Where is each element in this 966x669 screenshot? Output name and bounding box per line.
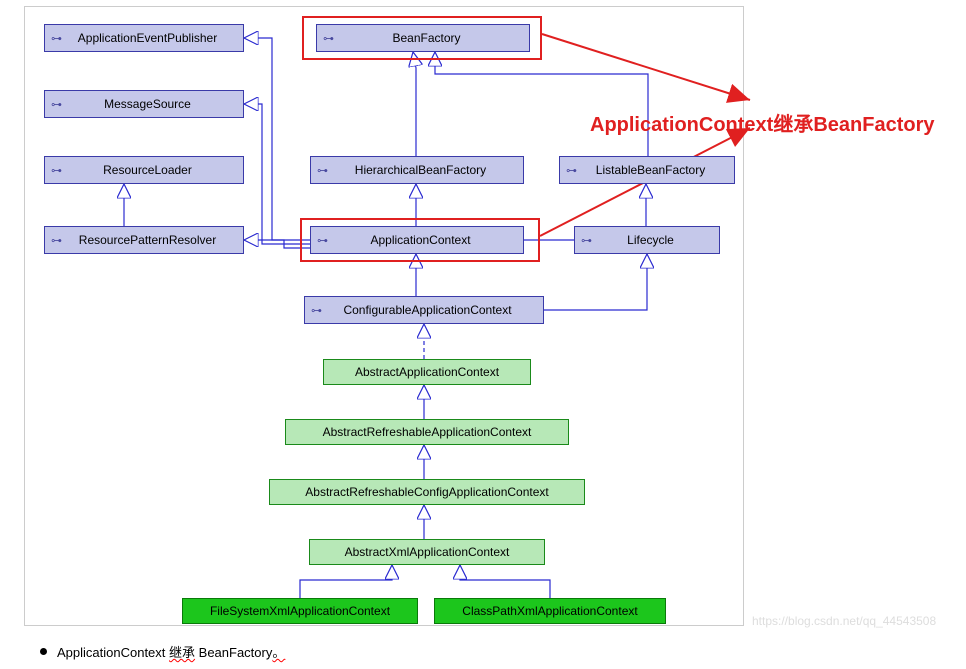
interface-key-icon: ⊶ (51, 98, 62, 111)
annotation-text: ApplicationContext继承BeanFactory (590, 108, 934, 137)
node-hierBF: ⊶ HierarchicalBeanFactory (310, 156, 524, 184)
node-label: ApplicationEventPublisher (70, 31, 243, 45)
node-absRefAppCtx: AbstractRefreshableApplicationContext (285, 419, 569, 445)
node-confAppCtx: ⊶ ConfigurableApplicationContext (304, 296, 544, 324)
node-label: ApplicationContext (336, 233, 523, 247)
node-lifecycle: ⊶ Lifecycle (574, 226, 720, 254)
interface-key-icon: ⊶ (311, 304, 322, 317)
node-label: BeanFactory (342, 31, 529, 45)
bullet-icon (40, 648, 47, 655)
interface-key-icon: ⊶ (323, 32, 334, 45)
node-label: MessageSource (70, 97, 243, 111)
node-label: ConfigurableApplicationContext (330, 303, 543, 317)
interface-key-icon: ⊶ (51, 32, 62, 45)
watermark: https://blog.csdn.net/qq_44543508 (752, 614, 936, 628)
node-label: Lifecycle (600, 233, 719, 247)
node-label: ResourcePatternResolver (70, 233, 243, 247)
interface-key-icon: ⊶ (51, 164, 62, 177)
node-resLoader: ⊶ ResourceLoader (44, 156, 244, 184)
interface-key-icon: ⊶ (581, 234, 592, 247)
interface-key-icon: ⊶ (566, 164, 577, 177)
node-appCtx: ⊶ ApplicationContext (310, 226, 524, 254)
node-listBF: ⊶ ListableBeanFactory (559, 156, 735, 184)
node-label: AbstractRefreshableApplicationContext (286, 425, 568, 439)
node-label: AbstractApplicationContext (324, 365, 530, 379)
node-msgSource: ⊶ MessageSource (44, 90, 244, 118)
node-absAppCtx: AbstractApplicationContext (323, 359, 531, 385)
node-cpXmlCtx: ClassPathXmlApplicationContext (434, 598, 666, 624)
node-appEventPub: ⊶ ApplicationEventPublisher (44, 24, 244, 52)
node-resPatRes: ⊶ ResourcePatternResolver (44, 226, 244, 254)
interface-key-icon: ⊶ (51, 234, 62, 247)
node-label: FileSystemXmlApplicationContext (183, 604, 417, 618)
node-label: AbstractXmlApplicationContext (310, 545, 544, 559)
node-absXmlCtx: AbstractXmlApplicationContext (309, 539, 545, 565)
interface-key-icon: ⊶ (317, 164, 328, 177)
node-absRefCfg: AbstractRefreshableConfigApplicationCont… (269, 479, 585, 505)
caption-line: ApplicationContext 继承 BeanFactory。 (40, 642, 285, 661)
node-label: ListableBeanFactory (585, 163, 734, 177)
node-label: ResourceLoader (70, 163, 243, 177)
node-label: ClassPathXmlApplicationContext (435, 604, 665, 618)
node-beanFactory: ⊶ BeanFactory (316, 24, 530, 52)
node-label: AbstractRefreshableConfigApplicationCont… (270, 485, 584, 499)
caption-text: ApplicationContext 继承 BeanFactory。 (57, 642, 285, 661)
interface-key-icon: ⊶ (317, 234, 328, 247)
node-label: HierarchicalBeanFactory (336, 163, 523, 177)
node-fsXmlCtx: FileSystemXmlApplicationContext (182, 598, 418, 624)
